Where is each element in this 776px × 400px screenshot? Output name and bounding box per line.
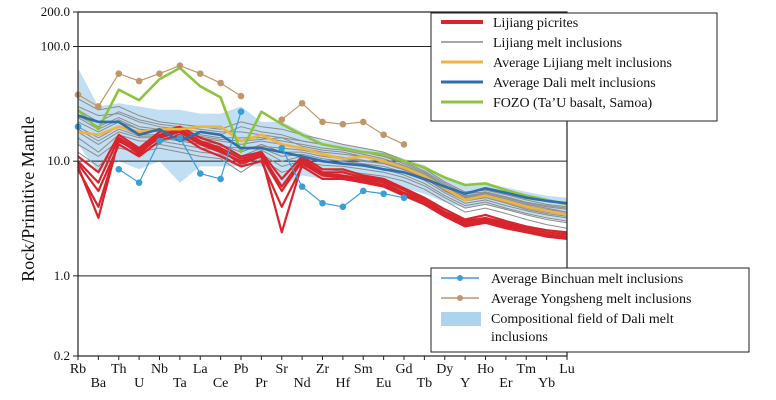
x-tick-label: Eu [376,376,392,391]
x-tick-label: Sr [276,362,289,377]
point-binchuan-Hf [339,203,347,211]
x-tick-label: Ho [477,362,494,377]
point-yongsheng-U [135,77,143,85]
point-binchuan-Eu [380,190,387,198]
x-tick-label: Dy [436,362,453,377]
series-melt_inclusions-line-3 [77,140,568,224]
series-avg_dali-line-0 [77,114,568,205]
series-fozo-line-0 [77,66,568,206]
legend-label-avg_lijiang: Average Lijiang melt inclusions [493,56,672,71]
x-tick-label: Tb [417,376,433,391]
y-axis-label: Rock/Primitive Mantle [18,116,38,281]
legend-top: Lijiang picrites Lijiang melt inclusions A… [430,12,718,122]
legend-label-dali-field: Compositional field of Dali melt inclusio… [491,312,674,345]
x-tick-label: Nb [151,362,168,377]
axes: 0.2 1.0 10.0 100.0 200.0 Rb Ba Th U Nb Ta La Ce Pb Pr S… [41,4,575,391]
x-tick-label: U [134,376,144,391]
x-tick-label: Hf [335,376,350,391]
legend-marker-binchuan [457,275,463,281]
legend-label-line-1: Compositional field of Dali melt [491,312,674,327]
x-tick-label: Gd [395,362,412,377]
y-tick-label: 0.2 [54,348,70,363]
point-binchuan-Th [115,165,123,173]
x-tick-label: Lu [559,362,575,377]
legend-swatch-dali-field [441,312,481,326]
point-yongsheng-Gd [400,141,408,148]
series-picrites-line-4 [76,129,568,239]
x-tick-label: Th [111,362,127,377]
x-tick-label: Zr [316,362,330,377]
x-tick-label: Pr [255,376,268,391]
legend-label-yongsheng: Average Yongsheng melt inclusions [491,292,691,307]
point-binchuan-U [135,179,143,186]
legend-label-picrites: Lijiang picrites [493,16,578,31]
point-yongsheng-Sr [278,116,286,124]
x-tick-label: La [193,362,209,377]
x-tick-label: Pb [234,362,249,377]
legend-bottom-box [430,267,750,353]
x-tick-label: Ce [213,376,229,391]
legend-label-melt_inclusions: Lijiang melt inclusions [493,36,622,51]
legend-bottom: Average Binchuan melt inclusions Average … [430,267,750,353]
y-tick-label: 1.0 [54,268,70,283]
y-tick-label: 10.0 [47,153,70,168]
series-picrites-line-1 [77,125,568,234]
point-binchuan-Sr [278,144,286,152]
point-binchuan-Nb [156,137,163,145]
point-binchuan-Zr [319,199,326,207]
y-tick-label: 100.0 [41,39,70,54]
legend-marker-yongsheng [457,295,463,301]
y-tick-label: 200.0 [41,4,70,19]
point-binchuan-Ta [176,134,184,142]
point-binchuan-La [196,170,204,177]
legend-label-avg_dali: Average Dali melt inclusions [493,76,656,91]
point-yongsheng-Ta [176,62,184,70]
point-yongsheng-Pb [237,92,245,100]
legend-label-line-2: inclusions [491,330,548,345]
x-tick-label: Y [460,376,470,391]
legend-label-binchuan: Average Binchuan melt inclusions [491,272,683,287]
point-yongsheng-Th [115,70,123,77]
x-tick-label: Tm [517,362,537,377]
point-yongsheng-Hf [339,120,347,128]
point-yongsheng-Ce [217,79,224,87]
point-yongsheng-Nd [298,99,306,107]
x-tick-label: Yb [538,376,555,391]
x-tick-label: Ta [173,376,188,391]
x-tick-label: Rb [70,362,86,377]
point-binchuan-Sm [359,187,367,195]
point-yongsheng-Ba [95,103,102,110]
point-yongsheng-Nb [156,70,163,77]
series-picrites-line-3 [77,128,568,236]
point-binchuan-Nd [298,183,306,190]
point-yongsheng-Eu [380,131,387,139]
plot-area [74,46,568,277]
x-tick-label: Nd [294,376,311,391]
point-binchuan-Pb [237,108,245,116]
point-yongsheng-La [196,70,204,77]
x-tick-label: Er [499,376,513,391]
legend-label-fozo: FOZO (Ta’U basalt, Samoa) [493,96,653,111]
x-tick-label: Ba [91,376,107,391]
point-yongsheng-Sm [359,118,367,126]
x-tick-label: Sm [354,362,373,377]
series-melt_inclusions-line-5 [77,98,568,208]
point-binchuan-Ce [217,175,224,183]
point-binchuan-Gd [400,194,408,202]
point-yongsheng-Zr [319,118,326,126]
